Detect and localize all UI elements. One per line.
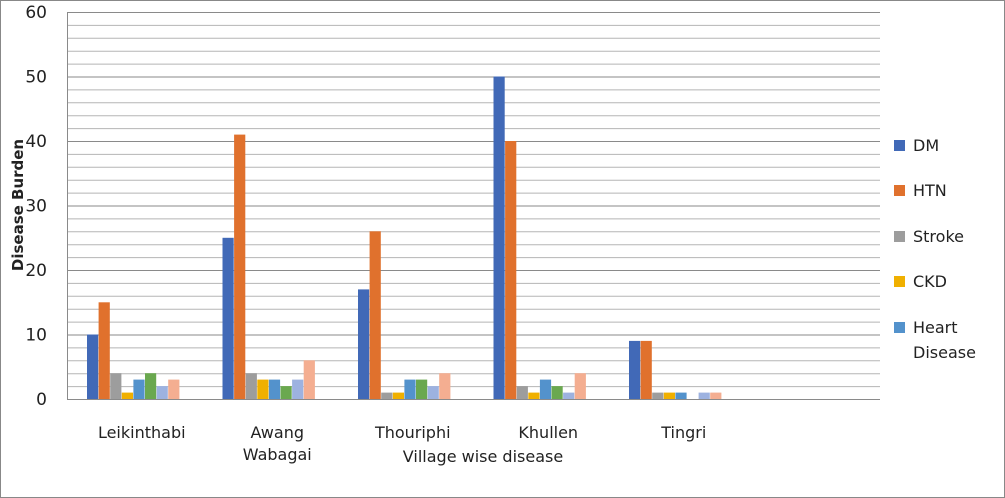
bar <box>257 379 269 399</box>
y-tick-label: 10 <box>25 326 47 346</box>
bar <box>427 386 439 399</box>
bar <box>652 392 664 399</box>
bar <box>551 386 563 399</box>
category-label: Thouriphi <box>374 423 451 442</box>
y-tick-label: 50 <box>25 68 47 88</box>
bar <box>381 392 393 399</box>
bar <box>87 334 99 399</box>
bar <box>516 386 528 399</box>
y-axis-ticks: 0 10 20 30 40 50 60 <box>25 3 47 410</box>
y-tick-label: 20 <box>25 261 47 281</box>
legend-swatch <box>894 185 905 196</box>
bar <box>629 340 641 399</box>
legend-label: Stroke <box>913 227 964 246</box>
bar <box>168 379 180 399</box>
bar <box>110 373 122 399</box>
bar <box>710 392 722 399</box>
y-tick-label: 30 <box>25 197 47 217</box>
category-label: Leikinthabi <box>98 423 186 442</box>
legend-swatch <box>894 231 905 242</box>
bar <box>268 379 281 399</box>
x-axis-categories: Leikinthabi Awang Wabagai Thouriphi Khullen T… <box>98 423 706 464</box>
bar <box>292 379 304 399</box>
bar <box>505 141 517 399</box>
bar <box>145 373 157 399</box>
legend: DM HTN Stroke CKD Heart Disease <box>894 136 976 362</box>
bar <box>280 386 292 399</box>
bar <box>404 379 416 399</box>
legend-swatch <box>894 140 905 151</box>
legend-swatch <box>894 276 905 287</box>
y-axis-label: Disease Burden <box>9 139 27 271</box>
bar <box>245 373 257 399</box>
bar <box>222 237 234 400</box>
bar <box>563 392 575 399</box>
bar <box>156 386 168 399</box>
y-tick-label: 60 <box>25 3 47 23</box>
legend-label: CKD <box>913 272 947 291</box>
bar <box>303 360 315 399</box>
y-tick-label: 0 <box>36 390 47 410</box>
bar <box>528 392 540 399</box>
bar <box>392 392 404 399</box>
bar <box>493 76 505 399</box>
bar <box>439 373 451 399</box>
bars <box>87 76 722 400</box>
bar <box>663 392 675 399</box>
bar <box>133 379 145 399</box>
axes <box>67 12 880 400</box>
bar <box>358 289 370 399</box>
legend-swatch <box>894 322 905 333</box>
bar <box>640 340 652 399</box>
bar <box>574 373 586 399</box>
category-label: Tingri <box>660 423 706 442</box>
legend-label: DM <box>913 136 939 155</box>
legend-label: HTN <box>913 181 947 200</box>
bar <box>539 379 552 399</box>
y-tick-label: 40 <box>25 132 47 152</box>
bar <box>98 302 110 400</box>
bar <box>121 392 133 399</box>
x-axis-label: Village wise disease <box>403 447 563 466</box>
bar <box>698 392 710 399</box>
category-label: Khullen <box>518 423 578 442</box>
bar <box>369 231 381 399</box>
bar <box>416 379 428 399</box>
bar <box>675 392 687 399</box>
bar <box>234 134 246 399</box>
legend-label: Heart Disease <box>913 318 976 362</box>
category-label: Awang Wabagai <box>243 423 312 464</box>
